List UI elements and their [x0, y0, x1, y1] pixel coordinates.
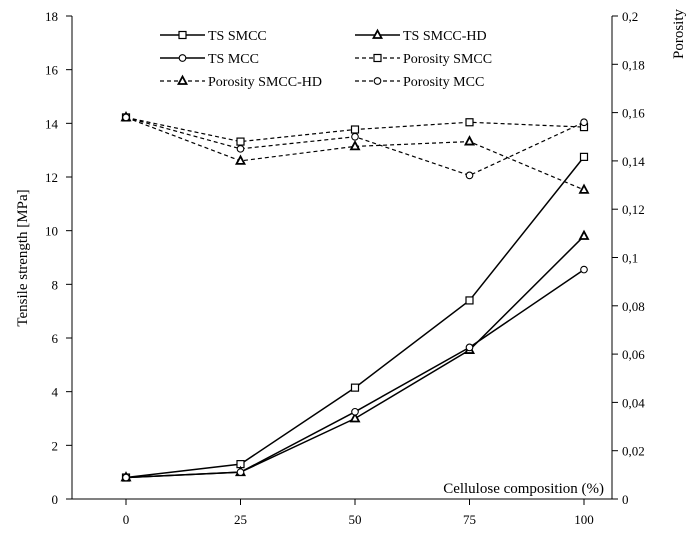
- series-porosity-smcc: [121, 113, 589, 146]
- series-porosity-mcc-point: [351, 132, 359, 141]
- y-right-tick-label: 0,08: [622, 299, 645, 314]
- series-ts-smcc-point: [350, 383, 360, 392]
- series-ts-mcc-point: [236, 468, 245, 477]
- y-right-tick-label: 0,16: [622, 106, 645, 121]
- x-tick-label: 25: [234, 512, 247, 527]
- legend-item-ts-smcc: TS SMCC: [160, 29, 267, 44]
- y-left-tick-label: 6: [52, 331, 59, 346]
- series-ts-smcc-hd-point: [578, 229, 590, 240]
- series-porosity-smcc-hd-point: [235, 154, 246, 165]
- legend-item-ts-mcc: TS MCC: [160, 52, 259, 67]
- legend-item-porosity-mcc-marker: [373, 77, 382, 85]
- series-ts-smcc: [121, 152, 589, 482]
- legend-item-porosity-smcc-hd: Porosity SMCC-HD: [160, 74, 322, 90]
- series-ts-smcc-hd: [120, 229, 590, 482]
- series-porosity-smcc-point: [350, 125, 360, 134]
- series-ts-smcc-point: [579, 152, 589, 161]
- legend-item-ts-mcc-marker: [178, 54, 187, 62]
- x-tick-label: 75: [463, 512, 476, 527]
- series-ts-smcc-line: [125, 156, 585, 479]
- legend-item-ts-smcc-marker: [178, 30, 187, 40]
- legend-item-porosity-mcc-label: Porosity MCC: [403, 75, 484, 90]
- legend-item-ts-mcc-label: TS MCC: [208, 52, 259, 67]
- series-ts-smcc-hd-point: [349, 412, 361, 423]
- y-axis-right-title: Porosity: [671, 8, 687, 59]
- y-left-tick-label: 12: [45, 170, 58, 185]
- legend-item-ts-smcc-hd-marker: [372, 28, 383, 39]
- series-porosity-smcc-point: [465, 118, 474, 127]
- y-left-tick-label: 18: [45, 9, 58, 24]
- y-right-tick-label: 0,06: [622, 347, 645, 362]
- legend-item-porosity-smcc-hd-marker: [177, 74, 188, 85]
- legend-item-ts-smcc-hd: TS SMCC-HD: [355, 28, 487, 44]
- y-right-tick-label: 0,02: [622, 444, 645, 459]
- series-porosity-mcc-point: [122, 113, 130, 122]
- legend-item-porosity-smcc: Porosity SMCC: [355, 52, 492, 67]
- legend-item-porosity-mcc: Porosity MCC: [355, 75, 484, 90]
- legend-item-porosity-smcc-label: Porosity SMCC: [403, 52, 492, 67]
- series-ts-mcc: [122, 265, 588, 482]
- series-ts-smcc-hd-line: [125, 235, 585, 479]
- y-right-tick-label: 0,2: [622, 9, 638, 24]
- y-right-tick-label: 0,18: [622, 57, 645, 72]
- x-tick-label: 0: [123, 512, 130, 527]
- series-porosity-smcc-point: [236, 137, 245, 146]
- series-porosity-smcc-hd-point: [464, 135, 475, 146]
- y-right-tick-label: 0: [622, 492, 629, 507]
- series-porosity-mcc-point: [580, 118, 588, 127]
- legend-item-ts-smcc-label: TS SMCC: [208, 29, 267, 44]
- series-ts-mcc-line: [125, 268, 585, 479]
- x-axis-title: Cellulose composition (%): [443, 481, 604, 497]
- x-tick-label: 100: [574, 512, 594, 527]
- series-porosity-mcc-point: [465, 171, 474, 180]
- y-left-tick-label: 0: [52, 492, 59, 507]
- y-left-tick-label: 4: [52, 385, 59, 400]
- y-left-tick-label: 10: [45, 224, 58, 239]
- y-right-tick-label: 0,12: [622, 202, 645, 217]
- y-right-tick-label: 0,14: [622, 154, 645, 169]
- legend-item-porosity-smcc-hd-label: Porosity SMCC-HD: [208, 75, 322, 90]
- y-axis-left-title: Tensile strength [MPa]: [15, 189, 31, 326]
- series-ts-mcc-point: [580, 265, 588, 274]
- legend-item-ts-smcc-hd-label: TS SMCC-HD: [403, 29, 487, 44]
- series-porosity-smcc-hd-point: [349, 139, 361, 151]
- y-left-tick-label: 14: [45, 116, 59, 131]
- y-left-tick-label: 16: [45, 63, 59, 78]
- y-left-tick-label: 2: [52, 438, 59, 453]
- y-left-tick-label: 8: [52, 277, 59, 292]
- series-ts-smcc-point: [465, 296, 474, 305]
- series-ts-mcc-point: [122, 473, 130, 482]
- series-porosity-mcc: [122, 113, 588, 180]
- series-ts-mcc-point: [465, 343, 474, 352]
- legend-item-porosity-smcc-marker: [373, 53, 382, 63]
- y-right-tick-label: 0,04: [622, 395, 645, 410]
- x-tick-label: 50: [349, 512, 362, 527]
- series-porosity-smcc-hd-line: [125, 116, 585, 191]
- series-ts-mcc-point: [351, 407, 359, 416]
- y-right-tick-label: 0,1: [622, 251, 638, 266]
- series-porosity-smcc-hd-point: [578, 183, 590, 194]
- series-porosity-mcc-point: [236, 144, 245, 153]
